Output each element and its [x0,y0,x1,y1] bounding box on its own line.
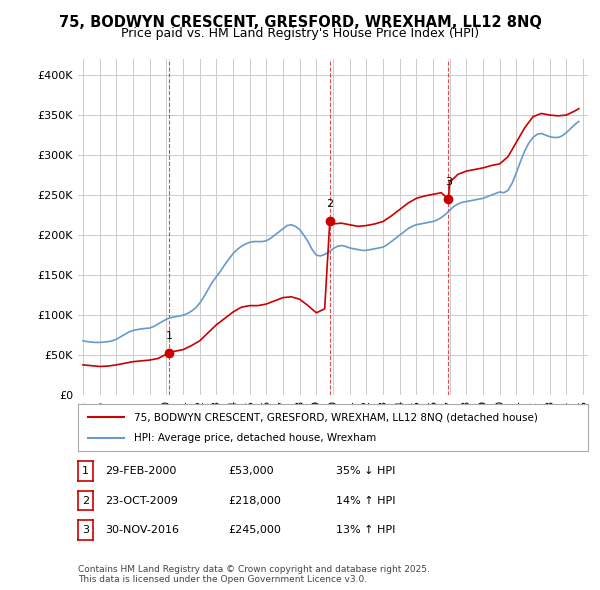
Text: 3: 3 [82,525,89,535]
Text: Price paid vs. HM Land Registry's House Price Index (HPI): Price paid vs. HM Land Registry's House … [121,27,479,40]
Text: 3: 3 [445,177,452,187]
Text: £218,000: £218,000 [228,496,281,506]
Text: 13% ↑ HPI: 13% ↑ HPI [336,526,395,535]
Text: 2: 2 [326,199,334,209]
Text: 14% ↑ HPI: 14% ↑ HPI [336,496,395,506]
Text: 1: 1 [82,466,89,476]
Text: 75, BODWYN CRESCENT, GRESFORD, WREXHAM, LL12 8NQ: 75, BODWYN CRESCENT, GRESFORD, WREXHAM, … [59,15,541,30]
Text: £53,000: £53,000 [228,467,274,476]
Text: 35% ↓ HPI: 35% ↓ HPI [336,467,395,476]
Text: 75, BODWYN CRESCENT, GRESFORD, WREXHAM, LL12 8NQ (detached house): 75, BODWYN CRESCENT, GRESFORD, WREXHAM, … [134,412,538,422]
Text: £245,000: £245,000 [228,526,281,535]
Text: Contains HM Land Registry data © Crown copyright and database right 2025.
This d: Contains HM Land Registry data © Crown c… [78,565,430,584]
Text: 29-FEB-2000: 29-FEB-2000 [105,467,176,476]
Text: HPI: Average price, detached house, Wrexham: HPI: Average price, detached house, Wrex… [134,433,376,443]
Text: 1: 1 [166,331,173,341]
Text: 30-NOV-2016: 30-NOV-2016 [105,526,179,535]
Text: 23-OCT-2009: 23-OCT-2009 [105,496,178,506]
Text: 2: 2 [82,496,89,506]
